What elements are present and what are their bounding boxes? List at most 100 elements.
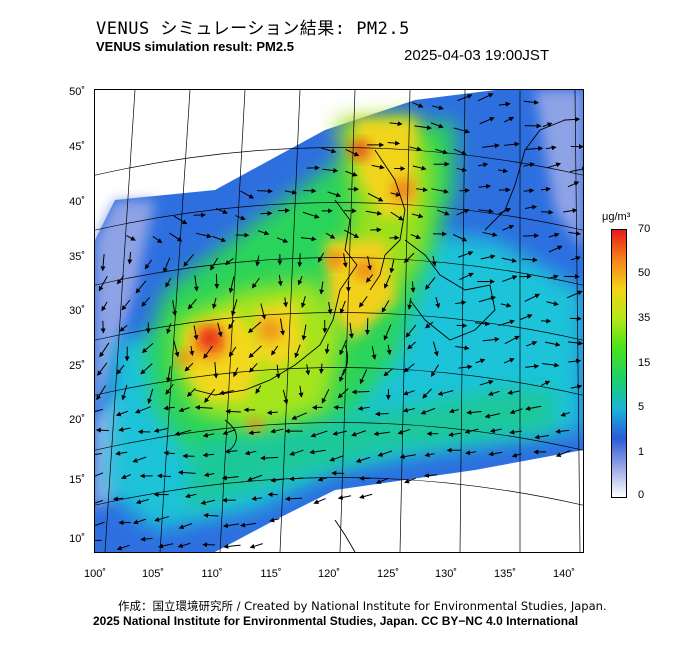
wind-arrow bbox=[200, 499, 215, 505]
wind-arrow bbox=[332, 430, 348, 436]
wind-arrow bbox=[118, 427, 131, 432]
colorbar-unit: μg/m³ bbox=[602, 211, 631, 223]
wind-arrow bbox=[194, 404, 213, 410]
wind-arrow bbox=[399, 454, 416, 460]
wind-arrow bbox=[317, 252, 325, 263]
wind-arrow bbox=[397, 428, 411, 435]
wind-arrow bbox=[547, 274, 559, 280]
wind-arrow bbox=[568, 358, 582, 364]
wind-arrow bbox=[284, 496, 302, 502]
wind-arrow bbox=[482, 143, 500, 149]
wind-arrow bbox=[560, 411, 571, 417]
wind-arrow bbox=[116, 544, 130, 551]
lat-label-20: 20˚ bbox=[69, 414, 85, 426]
wind-arrow bbox=[310, 430, 328, 438]
wind-arrow bbox=[283, 297, 288, 308]
wind-arrow bbox=[327, 301, 333, 315]
wind-arrow bbox=[157, 543, 174, 549]
wind-arrow bbox=[297, 275, 303, 286]
wind-arrow bbox=[223, 543, 241, 549]
colorbar-tick-15: 15 bbox=[638, 357, 651, 369]
wind-arrow bbox=[475, 358, 486, 364]
wind-arrow bbox=[174, 429, 192, 436]
wind-vectors bbox=[95, 93, 583, 551]
wind-arrow bbox=[567, 340, 583, 346]
wind-arrow bbox=[305, 364, 311, 376]
wind-arrow bbox=[511, 452, 522, 458]
wind-arrow bbox=[97, 362, 108, 376]
wind-arrow bbox=[478, 183, 492, 189]
wind-arrow bbox=[165, 383, 174, 395]
wind-arrow bbox=[365, 210, 383, 216]
wind-arrow bbox=[214, 274, 220, 289]
wind-arrow bbox=[193, 275, 199, 292]
wind-arrow bbox=[211, 297, 217, 310]
wind-arrow bbox=[540, 209, 554, 215]
wind-arrow bbox=[386, 344, 392, 356]
pm25-map bbox=[94, 89, 584, 553]
wind-arrow bbox=[121, 384, 128, 401]
lon-label-115: 115˚ bbox=[260, 568, 282, 580]
wind-arrow bbox=[165, 366, 171, 383]
wind-arrow bbox=[424, 321, 434, 329]
wind-arrow bbox=[324, 343, 330, 355]
wind-arrow bbox=[455, 300, 467, 306]
wind-arrow bbox=[247, 321, 262, 334]
wind-arrow bbox=[466, 409, 482, 415]
wind-arrow bbox=[260, 455, 279, 461]
lon-label-105: 105˚ bbox=[141, 568, 165, 580]
wind-arrow bbox=[523, 233, 540, 239]
wind-arrow bbox=[502, 224, 515, 231]
wind-arrow bbox=[173, 215, 188, 225]
wind-arrow bbox=[371, 164, 385, 170]
wind-arrow bbox=[541, 318, 552, 324]
wind-arrow bbox=[555, 450, 571, 457]
wind-arrow bbox=[403, 252, 415, 264]
wind-arrow bbox=[95, 408, 104, 412]
wind-arrow bbox=[141, 297, 150, 307]
wind-arrow bbox=[240, 522, 257, 528]
lon-label-120: 120˚ bbox=[317, 568, 341, 580]
wind-arrow bbox=[270, 428, 284, 434]
wind-arrow bbox=[156, 473, 171, 479]
wind-arrow bbox=[503, 116, 515, 123]
lat-label-40: 40˚ bbox=[69, 196, 85, 208]
wind-arrow bbox=[132, 518, 146, 525]
wind-arrow bbox=[329, 455, 344, 462]
wind-arrow bbox=[235, 215, 246, 221]
wind-arrow bbox=[474, 321, 491, 327]
lon-label-135: 135˚ bbox=[493, 568, 517, 580]
colorbar bbox=[611, 229, 627, 498]
wind-arrow bbox=[402, 390, 415, 396]
wind-arrow bbox=[567, 181, 580, 188]
wind-arrow bbox=[337, 495, 352, 500]
wind-arrow bbox=[497, 168, 509, 174]
wind-arrow bbox=[435, 297, 441, 309]
wind-arrow bbox=[212, 235, 227, 243]
wind-arrow bbox=[405, 324, 417, 338]
wind-arrow bbox=[297, 253, 303, 268]
wind-arrow bbox=[541, 362, 560, 368]
wind-arrow bbox=[480, 254, 496, 260]
wind-arrow bbox=[484, 413, 500, 419]
wind-arrow bbox=[566, 290, 583, 299]
wind-arrow bbox=[453, 127, 471, 134]
wind-arrow bbox=[422, 388, 432, 399]
wind-arrow bbox=[112, 496, 124, 502]
wind-arrow bbox=[523, 162, 535, 168]
wind-arrow bbox=[568, 230, 582, 236]
wind-arrow bbox=[300, 296, 306, 309]
wind-arrow bbox=[459, 188, 470, 194]
wind-arrow bbox=[228, 346, 237, 357]
wind-arrow bbox=[501, 257, 517, 263]
wind-arrow bbox=[99, 342, 110, 358]
wind-arrow bbox=[345, 148, 360, 157]
lon-label-110: 110˚ bbox=[201, 568, 223, 580]
wind-arrow bbox=[548, 245, 563, 253]
wind-arrow bbox=[260, 303, 267, 320]
wind-arrow bbox=[289, 449, 304, 456]
lon-label-125: 125˚ bbox=[376, 568, 400, 580]
wind-arrow bbox=[457, 251, 474, 258]
wind-arrow bbox=[431, 188, 449, 194]
title-en: VENUS simulation result: PM2.5 bbox=[96, 39, 294, 54]
